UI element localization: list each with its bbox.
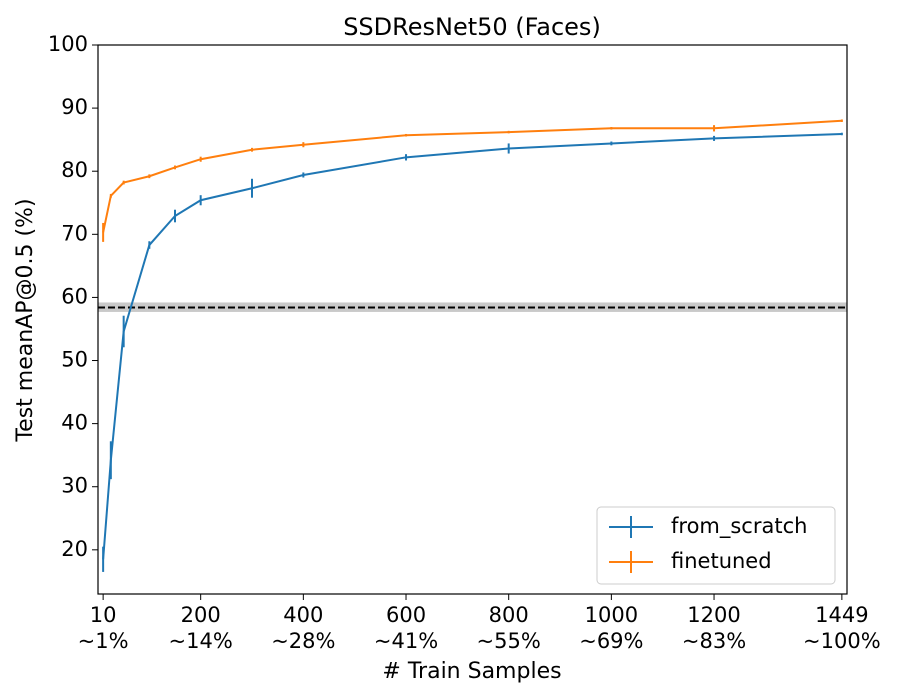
x-axis-label: # Train Samples	[382, 659, 561, 684]
legend-box	[596, 506, 836, 585]
x-tick-label: 1200	[687, 603, 740, 627]
x-tick-sublabel: ~41%	[374, 629, 438, 653]
legend-label: finetuned	[671, 549, 772, 573]
y-tick-label: 30	[61, 474, 88, 498]
x-tick-sublabel: ~1%	[78, 629, 129, 653]
y-tick-label: 80	[61, 158, 88, 182]
x-tick-label: 200	[181, 603, 221, 627]
y-tick-label: 50	[61, 348, 88, 372]
x-tick-label: 400	[283, 603, 323, 627]
x-tick-sublabel: ~55%	[477, 629, 541, 653]
y-tick-label: 60	[61, 284, 88, 308]
x-tick-sublabel: ~69%	[579, 629, 643, 653]
x-tick-sublabel: ~83%	[682, 629, 746, 653]
x-tick-label: 1000	[585, 603, 638, 627]
x-tick-label: 10	[90, 603, 117, 627]
y-tick-label: 100	[48, 32, 88, 56]
plot-frame	[97, 44, 848, 595]
y-tick-label: 20	[61, 537, 88, 561]
x-tick-sublabel: ~28%	[271, 629, 335, 653]
y-tick-label: 90	[61, 95, 88, 119]
x-tick-sublabel: ~14%	[169, 629, 233, 653]
chart-title: SSDResNet50 (Faces)	[343, 13, 601, 41]
x-tick-label: 1449	[815, 603, 868, 627]
x-tick-label: 600	[386, 603, 426, 627]
y-tick-label: 40	[61, 411, 88, 435]
series-line	[102, 132, 842, 560]
x-tick-label: 800	[489, 603, 529, 627]
y-axis-label: Test meanAP@0.5 (%)	[13, 198, 38, 442]
x-tick-sublabel: ~100%	[803, 629, 881, 653]
y-tick-label: 70	[61, 221, 88, 245]
legend-label: from_scratch	[671, 514, 807, 539]
